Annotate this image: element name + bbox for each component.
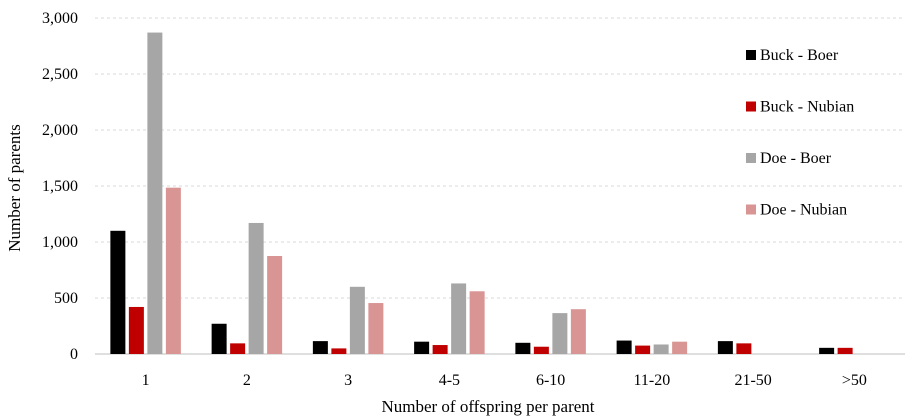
bar-doe-nubian-3 [469, 291, 485, 354]
x-tick-label: 2 [243, 372, 251, 389]
bar-doe-nubian-1 [267, 256, 283, 354]
bar-buck-nubian-2 [331, 348, 347, 354]
bar-buck-nubian-7 [837, 347, 853, 354]
legend-swatch [746, 204, 756, 215]
y-axis-ticks: 0 500 1,000 1,500 2,000 2,500 3,000 [42, 10, 78, 363]
y-tick-label: 2,500 [42, 66, 78, 83]
bar-doe-boer-2 [349, 286, 365, 354]
x-tick-label: 4-5 [439, 372, 460, 389]
bar-doe-boer-4 [552, 313, 568, 354]
y-tick-label: 500 [54, 290, 78, 307]
bar-buck-boer-7 [819, 347, 835, 354]
legend-swatch [746, 101, 756, 112]
y-tick-label: 1,000 [42, 234, 78, 251]
bar-buck-nubian-6 [736, 343, 752, 354]
bar-doe-boer-5 [653, 344, 669, 354]
x-axis-ticks: 1 2 3 4-5 6-10 11-20 21-50 >50 [142, 372, 867, 389]
bar-doe-nubian-0 [165, 187, 181, 354]
bar-buck-nubian-5 [635, 345, 651, 354]
bar-doe-boer-1 [248, 222, 264, 354]
x-tick-label: 1 [142, 372, 150, 389]
legend-label: Doe - Boer [760, 150, 832, 167]
bar-doe-nubian-5 [672, 341, 688, 354]
bar-doe-boer-0 [147, 32, 163, 355]
x-tick-label: 3 [344, 372, 352, 389]
legend-label: Doe - Nubian [760, 202, 847, 219]
x-tick-label: >50 [842, 372, 867, 389]
x-tick-label: 21-50 [734, 372, 771, 389]
grid [95, 17, 905, 355]
bar-buck-boer-3 [414, 341, 430, 354]
bar-doe-nubian-2 [368, 303, 384, 354]
bar-buck-boer-2 [312, 341, 328, 354]
legend-swatch [746, 153, 756, 163]
legend-label: Buck - Boer [760, 47, 839, 64]
y-tick-label: 2,000 [42, 122, 78, 139]
bar-buck-nubian-4 [533, 346, 549, 354]
bar-buck-boer-4 [515, 342, 531, 354]
bar-buck-boer-0 [110, 230, 126, 354]
y-tick-label: 0 [70, 346, 78, 363]
legend-label: Buck - Nubian [760, 99, 854, 116]
bar-buck-nubian-1 [230, 343, 246, 354]
bar-buck-boer-6 [717, 341, 733, 354]
bar-buck-boer-1 [211, 323, 227, 354]
y-axis-title: Number of parents [5, 124, 24, 251]
bar-buck-nubian-0 [128, 306, 144, 354]
bars [110, 32, 853, 355]
bar-buck-boer-5 [616, 340, 632, 354]
x-tick-label: 11-20 [634, 372, 671, 389]
legend-swatch [746, 50, 756, 60]
legend: Buck - Boer Buck - Nubian Doe - Boer Doe - … [746, 47, 854, 219]
bar-buck-nubian-3 [432, 345, 448, 354]
y-tick-label: 1,500 [42, 178, 78, 195]
y-tick-label: 3,000 [42, 10, 78, 27]
bar-doe-nubian-4 [570, 309, 586, 354]
bar-doe-boer-3 [451, 283, 467, 354]
x-axis-title: Number of offspring per parent [381, 397, 594, 416]
x-tick-label: 6-10 [536, 372, 565, 389]
